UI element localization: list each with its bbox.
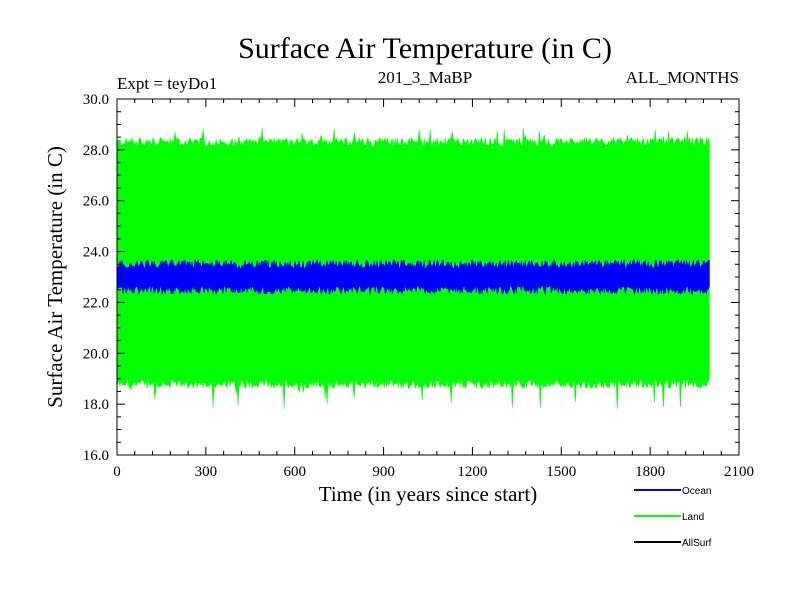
x-axis: 0 300 600 900 1200 1500 1800 2100: [113, 99, 754, 480]
x-tick-label: 1500: [546, 464, 576, 480]
x-tick-label: 300: [195, 464, 218, 480]
y-tick-label: 28.0: [83, 143, 109, 159]
x-tick-label: 600: [283, 464, 306, 480]
legend-label-ocean: Ocean: [682, 486, 711, 497]
y-axis: 16.0 18.0 20.0 22.0 24.0 26.0 28.0 30.0: [83, 92, 739, 464]
y-tick-label: 22.0: [83, 295, 109, 311]
series-ocean: [116, 258, 710, 296]
legend-label-allsurf: AllSurf: [682, 538, 712, 549]
plot-area: 16.0 18.0 20.0 22.0 24.0 26.0 28.0 30.0 0 300 600…: [83, 92, 754, 480]
x-tick-label: 0: [113, 464, 121, 480]
x-tick-label: 1800: [635, 464, 665, 480]
x-tick-label: 2100: [724, 464, 754, 480]
period-label: 201_3_MaBP: [378, 68, 472, 87]
y-tick-label: 20.0: [83, 346, 109, 362]
chart-title: Surface Air Temperature (in C): [238, 32, 612, 65]
x-axis-label: Time (in years since start): [319, 482, 538, 506]
y-tick-label: 26.0: [83, 194, 109, 210]
experiment-label: Expt = teyDo1: [117, 74, 217, 93]
y-tick-label: 24.0: [83, 245, 109, 261]
x-tick-label: 1200: [457, 464, 487, 480]
legend-label-land: Land: [682, 512, 704, 523]
y-axis-label: Surface Air Temperature (in C): [43, 146, 67, 408]
months-label: ALL_MONTHS: [626, 68, 739, 87]
y-tick-label: 30.0: [83, 92, 109, 108]
series-layer: [116, 127, 710, 409]
x-tick-label: 900: [372, 464, 395, 480]
legend: Ocean Land AllSurf: [634, 486, 712, 549]
y-tick-label: 16.0: [83, 448, 109, 464]
y-tick-label: 18.0: [83, 397, 109, 413]
